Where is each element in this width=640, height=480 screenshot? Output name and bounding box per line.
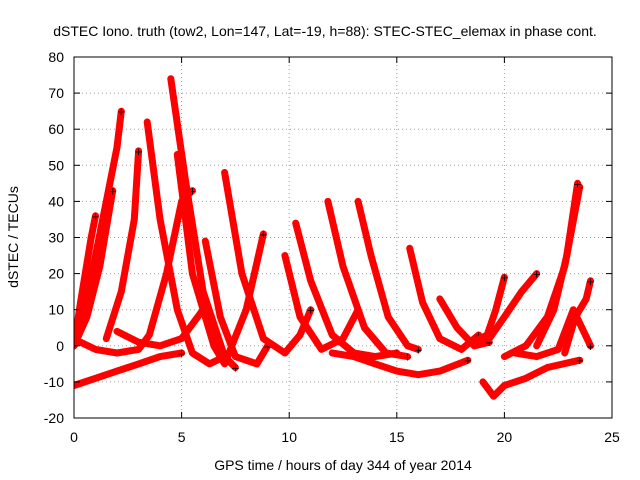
series-line-s25 (561, 277, 594, 357)
series-group: ++++++++++++ ++ + +++ +++ +++++ (74, 75, 595, 400)
series-line-s24 (533, 179, 582, 350)
axis-ticks: 0 5 10 15 20 25 -20 -10 0 10 20 30 40 50 60 70 80 (44, 49, 620, 445)
y-tick-label: 10 (48, 302, 64, 318)
x-tick-label: 0 (70, 429, 78, 445)
series-end-marker: + (574, 176, 582, 191)
series-line-s15 (324, 197, 412, 361)
y-tick-label: -20 (44, 410, 64, 426)
series-line-s6 (102, 147, 143, 343)
series-line-s22 (485, 270, 541, 343)
series-line-s14 (292, 219, 401, 361)
series-end-marker: + (178, 346, 186, 361)
series-end-marker: + (189, 184, 197, 199)
series-line-s2 (74, 107, 125, 350)
grid (74, 57, 612, 418)
series-end-marker: + (92, 209, 100, 224)
y-tick-label: 50 (48, 157, 64, 173)
series-line-s17 (328, 349, 472, 379)
series-clip: ++++++++++++ ++ + +++ +++ +++++ (74, 75, 595, 400)
series-line-s8 (143, 118, 229, 368)
y-tick-label: 40 (48, 193, 64, 209)
series-end-marker: + (501, 270, 509, 285)
series-end-marker: + (533, 267, 541, 282)
series-end-marker: + (264, 339, 272, 354)
y-tick-label: -10 (44, 374, 64, 390)
x-tick-label: 15 (389, 429, 405, 445)
y-axis-label: dSTEC / TECUs (5, 186, 21, 288)
y-tick-label: 80 (48, 49, 64, 65)
series-end-marker: + (587, 274, 595, 289)
series-line-s4 (74, 212, 99, 350)
series-line-s7 (113, 306, 207, 350)
series-line-s26 (511, 306, 594, 361)
series-end-marker: + (486, 335, 494, 350)
series-line-s1 (74, 349, 186, 389)
series-end-marker: + (118, 104, 126, 119)
series-line-s19 (436, 295, 493, 350)
series-end-marker: + (587, 339, 595, 354)
series-line-s12 (221, 169, 315, 357)
x-axis-label: GPS time / hours of day 344 of year 2014 (214, 457, 472, 473)
y-tick-label: 70 (48, 85, 64, 101)
series-line-s21 (468, 273, 508, 346)
y-tick-label: 30 (48, 230, 64, 246)
series-end-marker: + (404, 350, 412, 365)
series-end-marker: + (415, 342, 423, 357)
series-line-s20 (479, 356, 584, 400)
series-line-s11 (201, 237, 272, 368)
series-line-s13 (281, 252, 362, 353)
chart-title: dSTEC Iono. truth (tow2, Lon=147, Lat=-1… (53, 23, 597, 39)
y-tick-label: 60 (48, 121, 64, 137)
series-end-marker: + (260, 227, 268, 242)
series-end-marker: + (232, 360, 240, 375)
x-tick-label: 5 (178, 429, 186, 445)
series-line-s16 (354, 197, 422, 353)
x-tick-label: 20 (497, 429, 513, 445)
series-end-marker: + (135, 144, 143, 159)
x-tick-label: 25 (604, 429, 620, 445)
series-line-s3 (74, 187, 117, 350)
series-end-marker: + (464, 353, 472, 368)
series-end-marker: + (109, 184, 117, 199)
series-end-marker: + (576, 353, 584, 368)
series-line-s18 (406, 244, 483, 353)
x-tick-label: 10 (281, 429, 297, 445)
y-tick-label: 0 (56, 338, 64, 354)
y-tick-label: 20 (48, 266, 64, 282)
series-end-marker: + (307, 303, 315, 318)
